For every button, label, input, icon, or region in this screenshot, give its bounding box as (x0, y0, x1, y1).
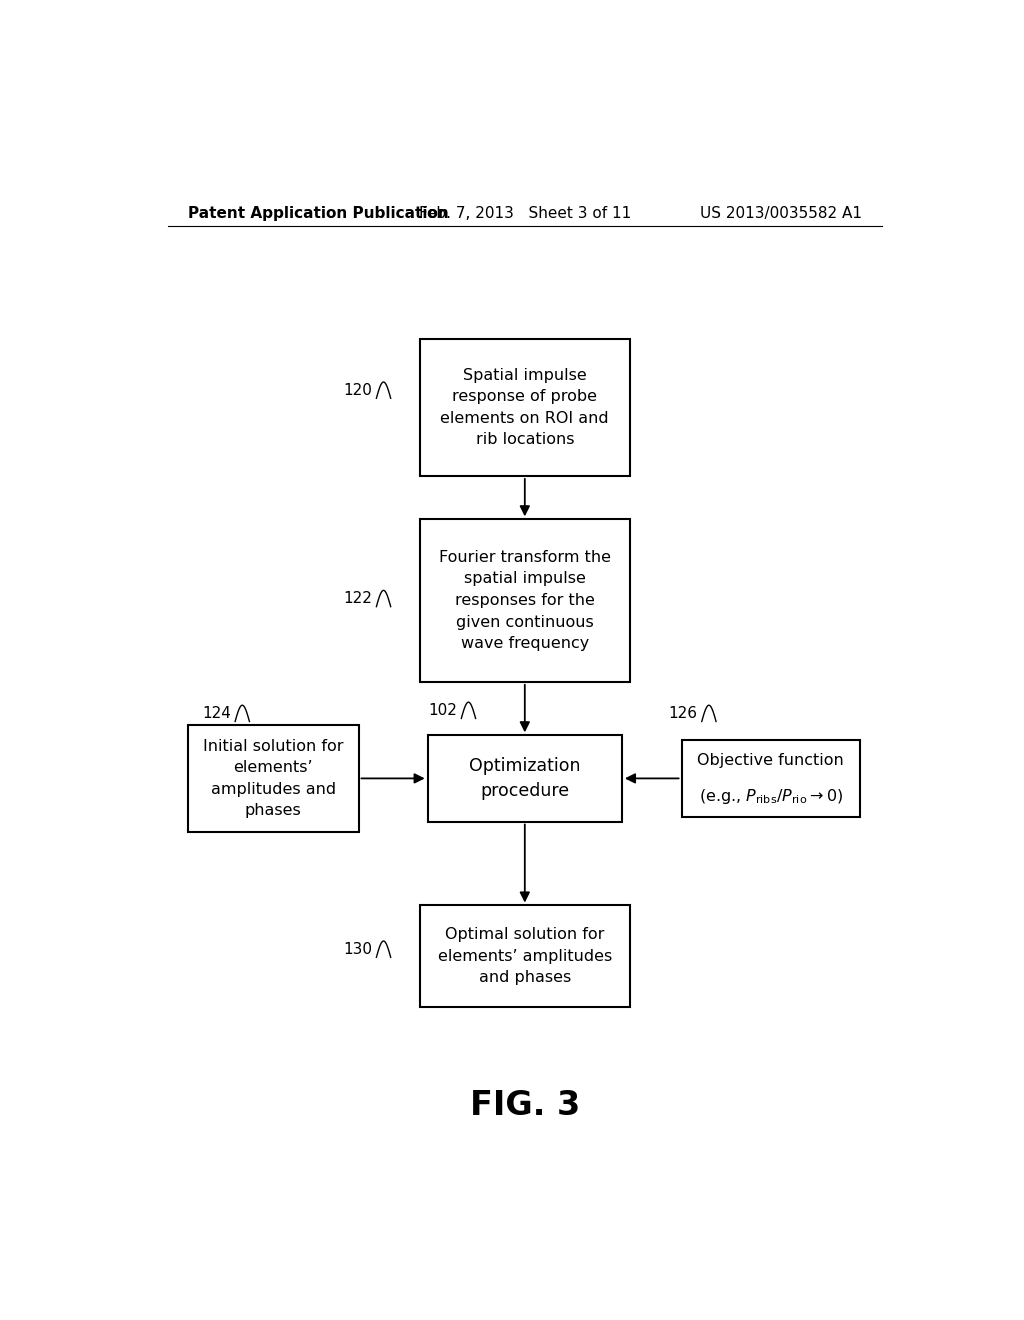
Text: 130: 130 (343, 941, 373, 957)
Text: 102: 102 (428, 702, 458, 718)
Text: Optimal solution for
elements’ amplitudes
and phases: Optimal solution for elements’ amplitude… (437, 927, 612, 985)
Text: 122: 122 (344, 591, 373, 606)
Bar (428, 735, 622, 821)
Text: Fourier transform the
spatial impulse
responses for the
given continuous
wave fr: Fourier transform the spatial impulse re… (439, 550, 610, 651)
Text: Optimization
procedure: Optimization procedure (469, 756, 581, 800)
Text: Initial solution for
elements’
amplitudes and
phases: Initial solution for elements’ amplitude… (203, 738, 343, 818)
Text: 120: 120 (344, 383, 373, 397)
Text: US 2013/0035582 A1: US 2013/0035582 A1 (700, 206, 862, 222)
Text: Objective function: Objective function (697, 752, 844, 768)
Text: FIG. 3: FIG. 3 (470, 1089, 580, 1122)
Bar (420, 339, 630, 477)
Bar (188, 725, 358, 832)
Text: (e.g., $P_{\rm ribs}/P_{\rm rio} \rightarrow 0$): (e.g., $P_{\rm ribs}/P_{\rm rio} \righta… (698, 787, 843, 807)
Bar (420, 906, 630, 1007)
Bar (682, 741, 860, 817)
Text: Patent Application Publication: Patent Application Publication (187, 206, 449, 222)
Bar (420, 519, 630, 682)
Text: 126: 126 (669, 706, 697, 721)
Text: Feb. 7, 2013   Sheet 3 of 11: Feb. 7, 2013 Sheet 3 of 11 (419, 206, 631, 222)
Text: 124: 124 (203, 706, 231, 721)
Text: Spatial impulse
response of probe
elements on ROI and
rib locations: Spatial impulse response of probe elemen… (440, 367, 609, 447)
